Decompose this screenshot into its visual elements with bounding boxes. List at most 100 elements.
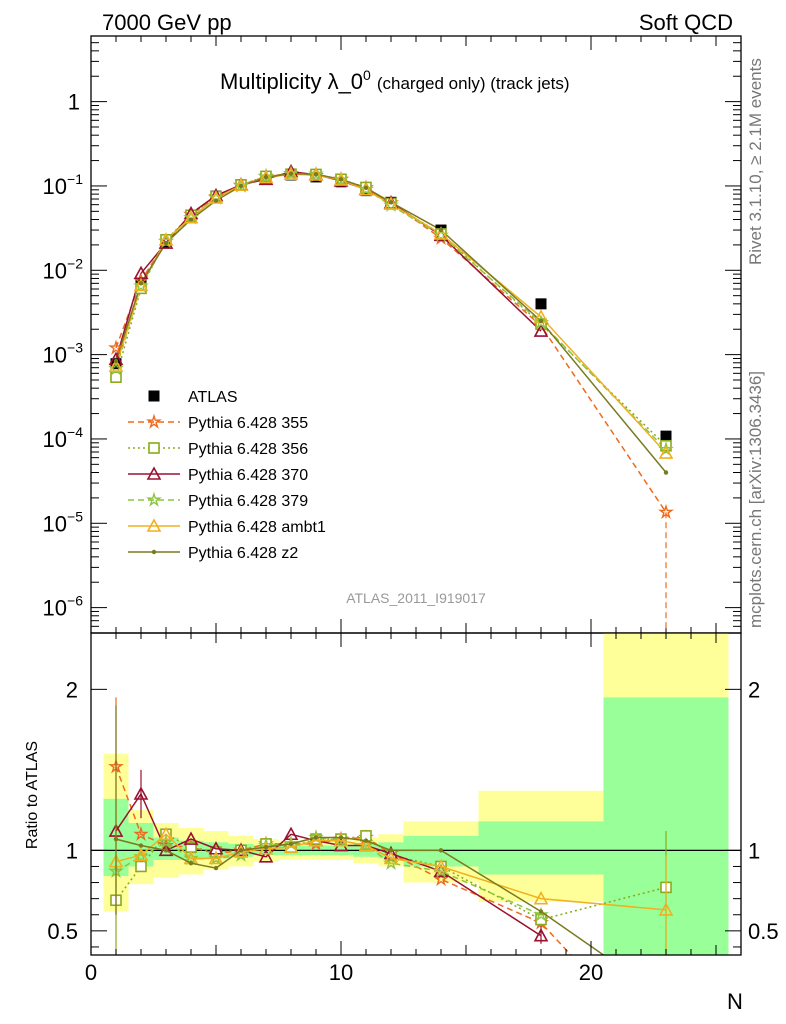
- legend-marker-p355: [146, 413, 162, 429]
- data-point-p355: [108, 339, 124, 355]
- data-point-z2: [663, 470, 669, 475]
- legend: ATLAS Pythia 6.428 355 Pythia 6.428 356 Pyt…: [128, 389, 326, 562]
- legend-label-p356: Pythia 6.428 356: [188, 441, 308, 458]
- ratio-y-tick-label: 2: [66, 677, 78, 702]
- ratio-point-z2: [363, 838, 369, 843]
- ratio-point-ambt1: [208, 850, 224, 865]
- data-point-p379: [358, 181, 374, 197]
- legend-label-p370: Pythia 6.428 370: [188, 467, 308, 484]
- y-tick-label-exp: −3: [67, 340, 83, 356]
- uncertainty-band-green: [478, 821, 604, 875]
- data-point-z2: [438, 227, 444, 233]
- y-tick-label: 10−2: [43, 255, 84, 283]
- ratio-y-tick-label-right: 1: [748, 838, 760, 863]
- ratio-point-z2: [263, 844, 269, 850]
- x-tick-label: 0: [85, 960, 97, 985]
- ratio-point-p370: [183, 831, 199, 845]
- ratio-point-z2: [163, 848, 169, 853]
- ratio-point-p379: [533, 906, 549, 922]
- data-point-z2: [163, 240, 169, 246]
- data-point-ambt1: [183, 210, 199, 224]
- data-point-ambt1: [283, 166, 299, 180]
- y-tick-label-exp: −6: [67, 593, 83, 609]
- ratio-point-ambt1: [158, 826, 174, 841]
- y-tick-label-base: 10: [43, 511, 67, 536]
- series-line-p370: [115, 170, 542, 360]
- data-point-p379: [333, 171, 349, 187]
- series-line-p379: [115, 172, 667, 451]
- data-point-z2: [363, 185, 369, 191]
- data-point-z2: [263, 175, 269, 180]
- y-tick-label: 10−4: [43, 424, 84, 452]
- y-tick-label-exp: −5: [67, 508, 83, 524]
- ratio-y-tick-label: 1: [66, 838, 78, 863]
- ratio-y-tick-label-right: 2: [748, 677, 760, 702]
- data-point-atlas: [535, 298, 547, 310]
- ratio-point-ambt1: [308, 833, 324, 847]
- ratio-point-p356: [135, 860, 147, 873]
- data-point-p379: [308, 165, 324, 181]
- svg-text:Multiplicity λ_00(charged only: Multiplicity λ_00 (charged only) (track j…: [220, 67, 570, 94]
- data-point-ambt1: [433, 226, 449, 240]
- data-point-z2: [538, 318, 544, 324]
- ratio-point-p379: [158, 833, 174, 850]
- data-point-z2: [388, 200, 394, 205]
- data-point-p379: [233, 177, 249, 193]
- chart-title: Multiplicity λ_00 (charged only) (track j…: [220, 67, 570, 94]
- y-tick-label-base: 10: [43, 258, 67, 283]
- ratio-y-tick-label-right: 0.5: [748, 919, 779, 944]
- legend-label-ambt1: Pythia 6.428 ambt1: [188, 519, 326, 536]
- data-point-ambt1: [658, 445, 674, 459]
- legend-label-atlas: ATLAS: [188, 389, 238, 406]
- y-tick-label: 10−1: [43, 171, 84, 199]
- ratio-point-p379: [133, 848, 149, 864]
- ratio-point-ambt1: [358, 837, 374, 852]
- ratio-point-z2: [138, 843, 144, 848]
- ratio-point-ambt1: [133, 847, 149, 861]
- data-point-ambt1: [333, 172, 349, 186]
- data-point-p379: [658, 441, 674, 457]
- ratio-point-z2: [188, 861, 194, 866]
- ratio-point-z2: [388, 848, 394, 853]
- ratio-point-z2: [538, 909, 544, 914]
- ratio-point-p370: [258, 849, 274, 863]
- data-point-z2: [113, 358, 119, 364]
- series-line-p355: [115, 172, 667, 513]
- data-point-z2: [138, 281, 144, 286]
- y-tick-label: 10−3: [43, 340, 84, 368]
- y-tick-label: 10−5: [43, 508, 84, 536]
- ratio-xlabel: N: [727, 989, 743, 1014]
- legend-label-p379: Pythia 6.428 379: [188, 493, 308, 510]
- y-tick-label-base: 10: [43, 174, 67, 199]
- data-point-p379: [433, 226, 449, 243]
- ratio-point-z2: [438, 848, 444, 853]
- x-tick-label: 20: [579, 960, 603, 985]
- data-point-p370: [533, 323, 549, 337]
- ratio-layer: [91, 633, 741, 955]
- legend-marker-atlas: [148, 390, 160, 402]
- data-point-atlas: [660, 430, 672, 442]
- ratio-point-z2: [313, 835, 319, 840]
- data-point-p379: [133, 277, 149, 293]
- ratio-line-ambt1: [115, 833, 667, 911]
- ratio-point-p379: [208, 850, 224, 866]
- rivet-version-text: Rivet 3.1.10, ≥ 2.1M events: [746, 58, 765, 265]
- ratio-point-p355: [133, 825, 149, 841]
- data-point-p379: [533, 314, 549, 330]
- data-point-z2: [238, 183, 244, 189]
- chart-title-sup: 0: [363, 67, 371, 83]
- analysis-label: ATLAS_2011_I919017: [346, 590, 486, 606]
- ratio-point-p356: [535, 913, 547, 926]
- data-point-ambt1: [233, 177, 249, 192]
- legend-marker-ambt1: [146, 518, 162, 532]
- data-point-ambt1: [258, 169, 274, 184]
- legend-marker-p356: [148, 442, 160, 454]
- header-left: 7000 GeV pp: [102, 10, 232, 35]
- ratio-point-p379: [183, 850, 199, 866]
- data-point-ambt1: [383, 196, 399, 210]
- legend-label-z2: Pythia 6.428 z2: [188, 545, 298, 562]
- data-point-ambt1: [308, 167, 324, 181]
- legend-marker-p370: [146, 466, 162, 480]
- mcplots-reference-text: mcplots.cern.ch [arXiv:1306.3436]: [746, 371, 765, 628]
- data-point-ambt1: [108, 358, 124, 372]
